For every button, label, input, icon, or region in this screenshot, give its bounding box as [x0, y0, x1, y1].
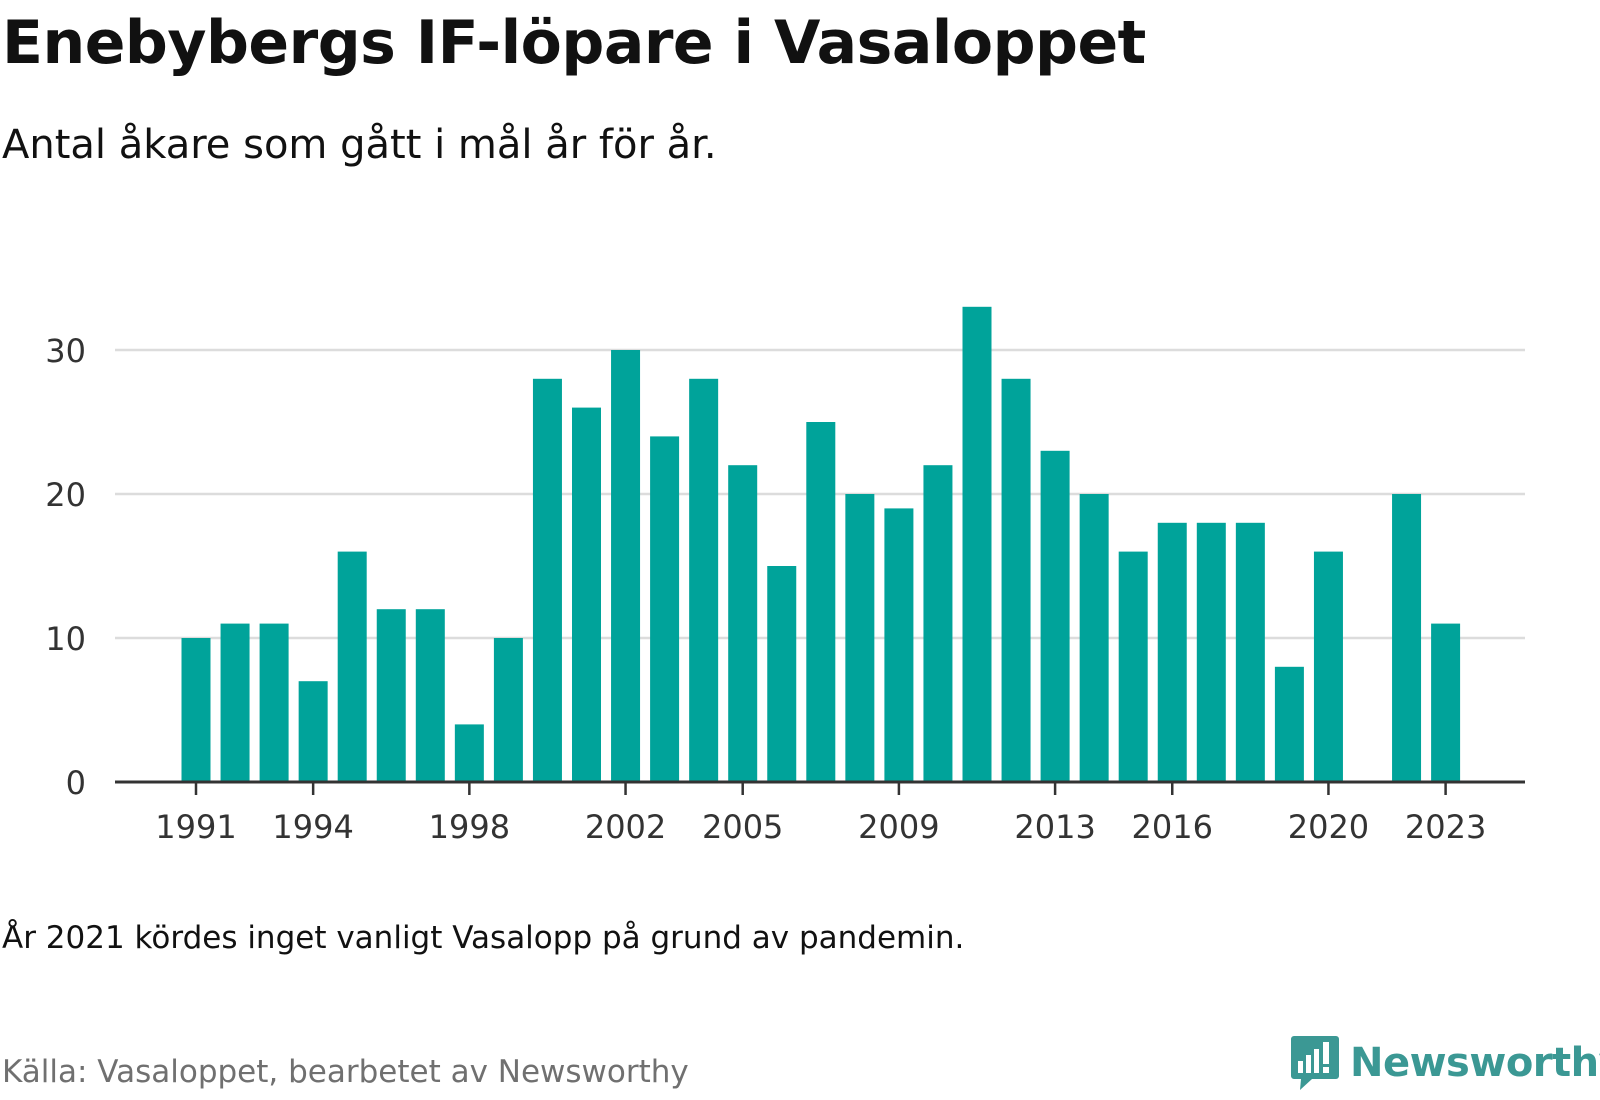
x-tick-label: 2002 [585, 808, 666, 846]
bar: 2012: 28 [1001, 378, 1031, 782]
bar: 2013: 23 [1040, 450, 1070, 782]
bar: 1996: 12 [376, 609, 406, 782]
bar: 2016: 18 [1157, 522, 1187, 782]
bar: 2004: 28 [689, 378, 719, 782]
bar: 2014: 20 [1079, 494, 1109, 782]
chart-subtitle: Antal åkare som gått i mål år för år. [2, 122, 717, 168]
tick-labels: 0 10 20 30 1991 1994 1998 2002 2005 2009 2013 2016 2… [45, 332, 1486, 846]
bar: 1994: 7 [298, 681, 328, 782]
bar: 2006: 15 [767, 566, 797, 782]
bar: 1998: 4 [454, 724, 484, 782]
bar: 1992: 11 [220, 623, 250, 782]
bar: 2015: 16 [1118, 551, 1148, 782]
y-tick-label: 0 [66, 764, 86, 802]
bar-chart: 1991: 10 1992: 11 1993: 11 1994: 7 1995: 16 1… [45, 306, 1525, 846]
bar: 2011: 33 [962, 306, 992, 782]
bar: 2020: 16 [1313, 551, 1343, 782]
x-tick-label: 2023 [1405, 808, 1486, 846]
y-tick-label: 10 [45, 620, 86, 658]
bar: 1993: 11 [259, 623, 289, 782]
bar: 1995: 16 [337, 551, 367, 782]
bar: 2000: 28 [532, 378, 562, 782]
bar: 2008: 20 [845, 494, 875, 782]
x-tick-label: 1998 [429, 808, 510, 846]
bar: 2002: 30 [611, 350, 641, 782]
chart-title: Enebybergs IF-löpare i Vasaloppet [2, 8, 1146, 78]
bar: 2018: 18 [1235, 522, 1265, 782]
footnote: År 2021 kördes inget vanligt Vasalopp på… [2, 920, 965, 956]
bar: 2009: 19 [884, 508, 914, 782]
bar: 2010: 22 [923, 465, 953, 782]
y-tick-label: 30 [45, 332, 86, 370]
x-tick-label: 1994 [272, 808, 353, 846]
x-tick-label: 2013 [1014, 808, 1095, 846]
y-tick-label: 20 [45, 476, 86, 514]
x-tick-label: 2005 [702, 808, 783, 846]
bar: 2017: 18 [1196, 522, 1226, 782]
bar: 2023: 11 [1431, 623, 1461, 782]
bar: 2005: 22 [728, 465, 758, 782]
brand-name: Newsworthy [1350, 1040, 1600, 1086]
x-tick-label: 1991 [155, 808, 236, 846]
bar: 2019: 8 [1274, 666, 1304, 782]
x-tick-label: 2016 [1132, 808, 1213, 846]
source-text: Källa: Vasaloppet, bearbetet av Newswort… [2, 1054, 689, 1090]
bars: 1991: 10 1992: 11 1993: 11 1994: 7 1995: 16 1… [181, 306, 1461, 782]
bar: 2001: 26 [572, 407, 601, 782]
bar: 2022: 20 [1392, 494, 1422, 782]
x-tick-label: 2020 [1288, 808, 1369, 846]
brand-logo[interactable]: Newsworthy [1290, 1034, 1600, 1092]
axes [115, 780, 1525, 795]
bar: 1999: 10 [493, 638, 523, 782]
x-tick-label: 2009 [858, 808, 939, 846]
bar: 1991: 10 [181, 638, 211, 782]
bar: 2003: 24 [650, 436, 680, 782]
bar: 1997: 12 [415, 609, 445, 782]
newsworthy-logo-icon [1291, 1036, 1339, 1090]
bar: 2007: 25 [806, 422, 836, 782]
